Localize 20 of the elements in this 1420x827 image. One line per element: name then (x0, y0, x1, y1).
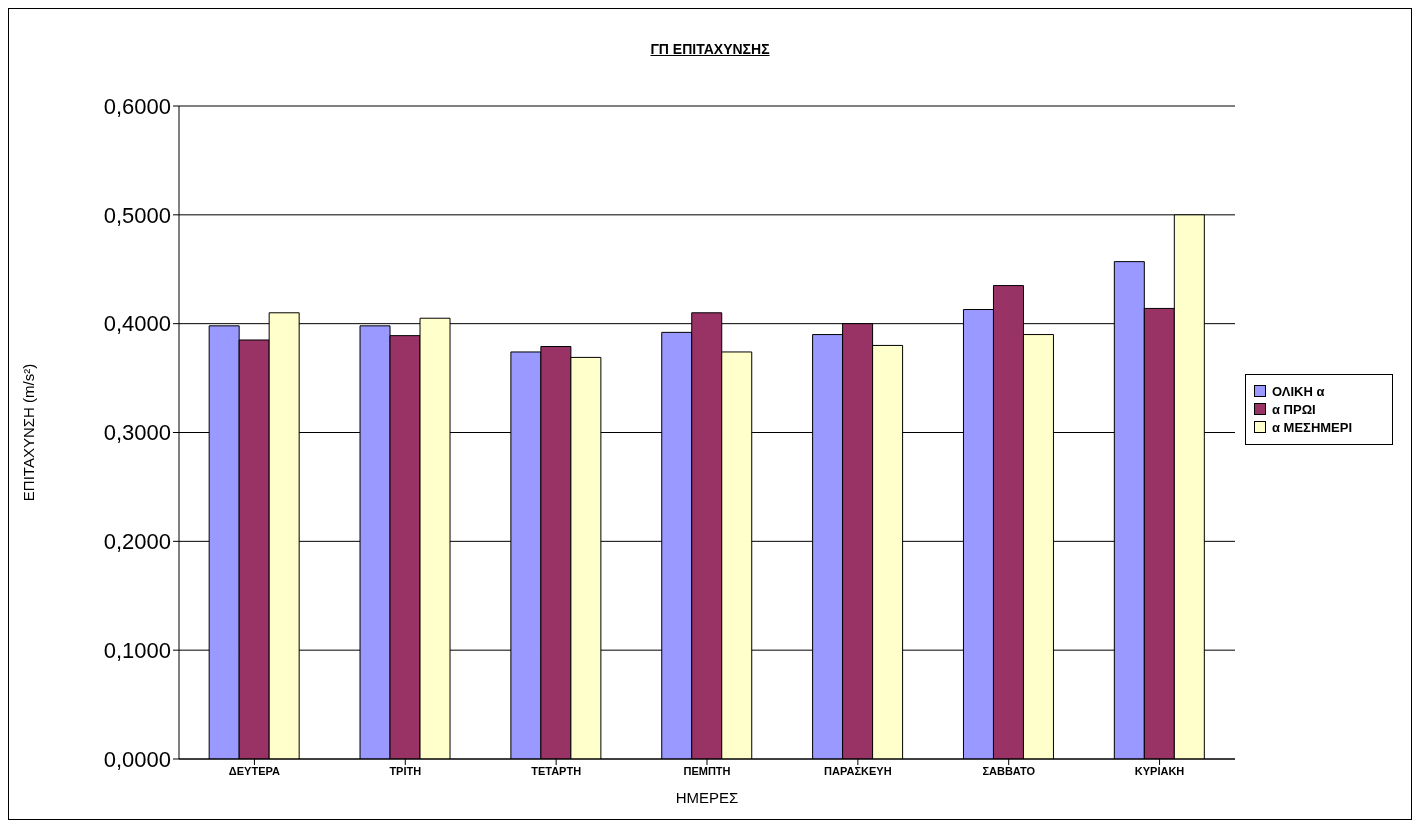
chart-title: ΓΠ ΕΠΙΤΑΧΥΝΣΗΣ (649, 41, 771, 57)
y-tick-label: 0,3000 (103, 420, 171, 446)
y-tick-label: 0,4000 (103, 311, 171, 337)
y-tick-label: 0,5000 (103, 202, 171, 228)
x-tick-label: ΚΥΡΙΑΚΗ (1134, 764, 1185, 777)
legend-label: α ΠΡΩΙ (1272, 401, 1316, 417)
y-tick-label: 0,2000 (103, 529, 171, 555)
x-tick-label: ΣΑΒΒΑΤΟ (982, 764, 1036, 777)
x-tick-label: ΤΡΙΤΗ (389, 764, 422, 777)
x-tick-label: ΠΑΡΑΣΚΕΥΗ (824, 764, 892, 777)
x-tick-label: ΔΕΥΤΕΡΑ (228, 764, 281, 777)
legend-label: ΟΛΙΚΗ α (1272, 383, 1325, 399)
x-axis-title: ΗΜΕΡΕΣ (675, 789, 739, 806)
y-axis-title: ΕΠΙΤΑΧΥΝΣΗ (m/s²) (20, 363, 38, 502)
y-tick-label: 0,1000 (103, 637, 171, 663)
x-tick-label: ΤΕΤΑΡΤΗ (531, 764, 582, 777)
legend-label: α ΜΕΣΗΜΕΡΙ (1272, 419, 1353, 435)
x-tick-label: ΠΕΜΠΤΗ (683, 764, 731, 777)
y-tick-label: 0,0000 (103, 746, 171, 772)
y-tick-label: 0,6000 (103, 93, 171, 119)
